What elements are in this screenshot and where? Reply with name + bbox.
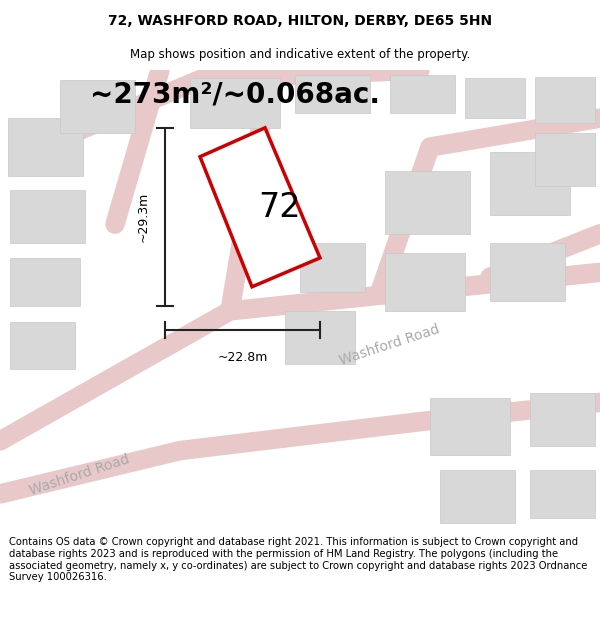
Bar	[390, 75, 455, 113]
Bar	[430, 398, 510, 456]
Bar	[10, 322, 75, 369]
Bar	[440, 470, 515, 523]
Bar	[535, 77, 595, 123]
Bar	[530, 470, 595, 518]
Bar	[385, 253, 465, 311]
Bar	[8, 118, 83, 176]
Text: Contains OS data © Crown copyright and database right 2021. This information is : Contains OS data © Crown copyright and d…	[9, 538, 587, 582]
Text: 72: 72	[258, 191, 301, 224]
Bar	[530, 392, 595, 446]
Text: 72, WASHFORD ROAD, HILTON, DERBY, DE65 5HN: 72, WASHFORD ROAD, HILTON, DERBY, DE65 5…	[108, 14, 492, 28]
Text: ~29.3m: ~29.3m	[137, 192, 149, 242]
Bar	[535, 132, 595, 186]
Text: Washford Road: Washford Road	[28, 452, 132, 498]
Text: ~273m²/~0.068ac.: ~273m²/~0.068ac.	[90, 80, 380, 108]
Polygon shape	[200, 128, 320, 287]
Bar	[300, 244, 365, 292]
Bar	[490, 243, 565, 301]
Bar	[60, 79, 135, 132]
Text: Map shows position and indicative extent of the property.: Map shows position and indicative extent…	[130, 48, 470, 61]
Bar	[490, 152, 570, 214]
Bar	[10, 191, 85, 243]
Bar	[295, 75, 370, 113]
Bar	[285, 311, 355, 364]
Bar	[465, 78, 525, 118]
Bar	[385, 171, 470, 234]
Bar	[10, 258, 80, 306]
Text: ~22.8m: ~22.8m	[217, 351, 268, 364]
Bar	[190, 78, 280, 128]
Text: Washford Road: Washford Road	[338, 322, 442, 368]
